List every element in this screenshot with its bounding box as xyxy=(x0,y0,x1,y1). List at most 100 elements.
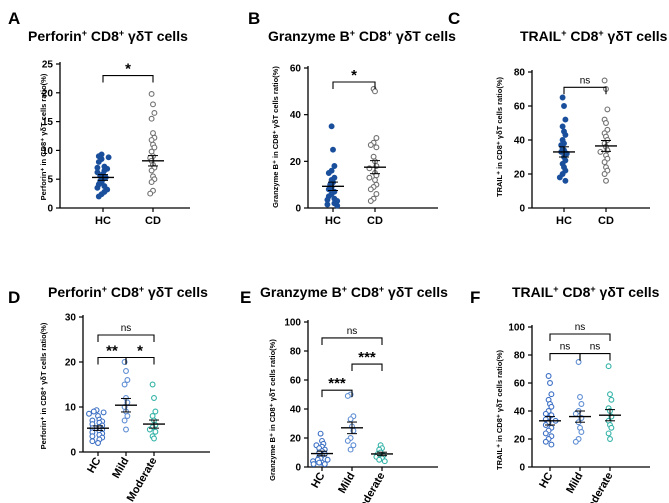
data-point xyxy=(372,88,378,95)
data-point xyxy=(86,410,92,417)
significance-label: *** xyxy=(328,375,346,392)
significance-label: ns xyxy=(121,323,132,334)
data-point xyxy=(597,148,604,155)
y-tick-label: 80 xyxy=(514,68,526,79)
y-tick-label: 20 xyxy=(290,434,302,445)
y-tick-label: 0 xyxy=(519,204,525,215)
y-tick-label: 20 xyxy=(514,435,526,446)
title-superscript: + xyxy=(379,284,384,294)
title-superscript: + xyxy=(350,28,355,38)
data-point xyxy=(603,177,609,184)
data-point xyxy=(575,359,582,365)
title-text: Perforin xyxy=(28,28,82,44)
y-tick-label: 60 xyxy=(290,64,302,75)
title-text: γδT cells xyxy=(596,284,660,300)
title-text: Granzyme B xyxy=(268,28,350,44)
significance-bracket xyxy=(97,334,155,342)
y-tick-label: 10 xyxy=(65,403,77,414)
data-point xyxy=(547,380,553,386)
y-tick-label: 0 xyxy=(295,204,301,215)
data-point xyxy=(605,430,612,437)
data-point xyxy=(608,424,615,431)
title-superscript: + xyxy=(342,284,347,294)
data-point xyxy=(347,446,354,453)
data-point xyxy=(105,154,112,161)
data-point xyxy=(577,394,583,400)
significance-label: *** xyxy=(358,349,376,366)
data-point xyxy=(344,437,351,444)
title-text: CD8 xyxy=(566,28,598,44)
significance-bracket xyxy=(332,81,376,89)
y-axis-label: Granzyme B⁺ in CD8⁺ γδT cells ratio(%) xyxy=(271,66,280,208)
data-point xyxy=(542,430,549,437)
data-point xyxy=(149,381,156,388)
data-point xyxy=(328,123,335,130)
y-tick-label: 20 xyxy=(42,88,54,99)
data-point xyxy=(321,461,328,468)
title-text: TRAIL xyxy=(520,28,562,44)
title-superscript: + xyxy=(82,28,87,38)
data-point xyxy=(562,116,569,123)
data-point xyxy=(124,413,131,419)
title-text: CD8 xyxy=(87,28,119,44)
y-axis-label: TRAIL⁺ in CD8⁺ γδT cells ratio(%) xyxy=(495,350,504,470)
data-point xyxy=(603,120,609,126)
data-point xyxy=(562,177,569,184)
data-point xyxy=(605,363,612,370)
y-axis-label: Granzyme B⁺ in CD8⁺ γδT cells ratio(%) xyxy=(268,339,277,481)
data-point xyxy=(324,201,331,208)
y-tick-label: 60 xyxy=(514,102,526,113)
data-point xyxy=(344,393,351,399)
y-tick-label: 0 xyxy=(47,204,53,215)
title-superscript: + xyxy=(139,284,144,294)
x-category-label: Mild xyxy=(110,456,131,481)
x-category-label: CD xyxy=(367,215,383,227)
data-point xyxy=(601,171,608,177)
title-text: Granzyme B xyxy=(260,284,342,300)
data-point xyxy=(607,391,613,398)
data-point xyxy=(124,377,131,383)
y-tick-label: 40 xyxy=(290,405,302,416)
significance-label: * xyxy=(125,61,131,78)
y-tick-label: 20 xyxy=(290,157,302,168)
data-point xyxy=(601,159,608,166)
x-category-label: HC xyxy=(325,215,341,227)
significance-bracket xyxy=(125,356,155,365)
x-category-label: HC xyxy=(309,470,327,490)
panel-title: TRAIL+ CD8+ γδT cells xyxy=(520,28,668,44)
y-tick-label: 60 xyxy=(290,376,302,387)
y-tick-label: 0 xyxy=(519,463,525,474)
title-text: γδT cells xyxy=(392,28,456,44)
data-point xyxy=(548,391,555,398)
y-tick-label: 5 xyxy=(47,175,53,186)
data-point xyxy=(148,91,155,97)
data-point xyxy=(147,190,154,197)
y-tick-label: 20 xyxy=(65,358,77,369)
significance-label: * xyxy=(137,343,143,360)
data-point xyxy=(325,186,332,193)
data-point xyxy=(366,174,373,181)
y-tick-label: 30 xyxy=(65,313,77,324)
significance-bracket xyxy=(351,363,383,372)
data-point xyxy=(151,110,158,116)
data-point xyxy=(578,429,585,435)
title-text: CD8 xyxy=(558,284,590,300)
data-point xyxy=(150,101,156,108)
data-point xyxy=(367,142,374,148)
significance-bracket xyxy=(579,353,611,361)
data-point xyxy=(95,440,101,446)
x-category-label: Moderate xyxy=(353,471,388,503)
panel-title: Granzyme B+ CD8+ γδT cells xyxy=(268,28,456,44)
title-text: γδT cells xyxy=(384,284,448,300)
data-point xyxy=(556,174,563,181)
y-axis-label: TRAIL⁺ in CD8⁺ γδT cells ratio(%) xyxy=(495,77,504,197)
panel-letter: C xyxy=(448,9,460,28)
data-point xyxy=(151,395,157,401)
y-axis-label: Perforin⁺ in CD8⁺ γδT cells ratio(%) xyxy=(39,322,48,449)
title-text: γδT cells xyxy=(604,28,668,44)
significance-bracket xyxy=(321,389,353,398)
